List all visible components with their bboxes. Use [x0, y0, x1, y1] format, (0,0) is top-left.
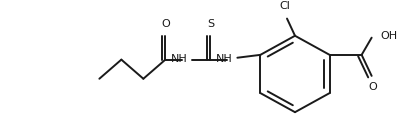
Text: O: O	[161, 19, 170, 29]
Text: NH: NH	[216, 54, 233, 64]
Text: OH: OH	[381, 31, 398, 41]
Text: NH: NH	[170, 54, 187, 64]
Text: O: O	[368, 82, 377, 92]
Text: S: S	[207, 19, 214, 29]
Text: Cl: Cl	[280, 1, 291, 11]
